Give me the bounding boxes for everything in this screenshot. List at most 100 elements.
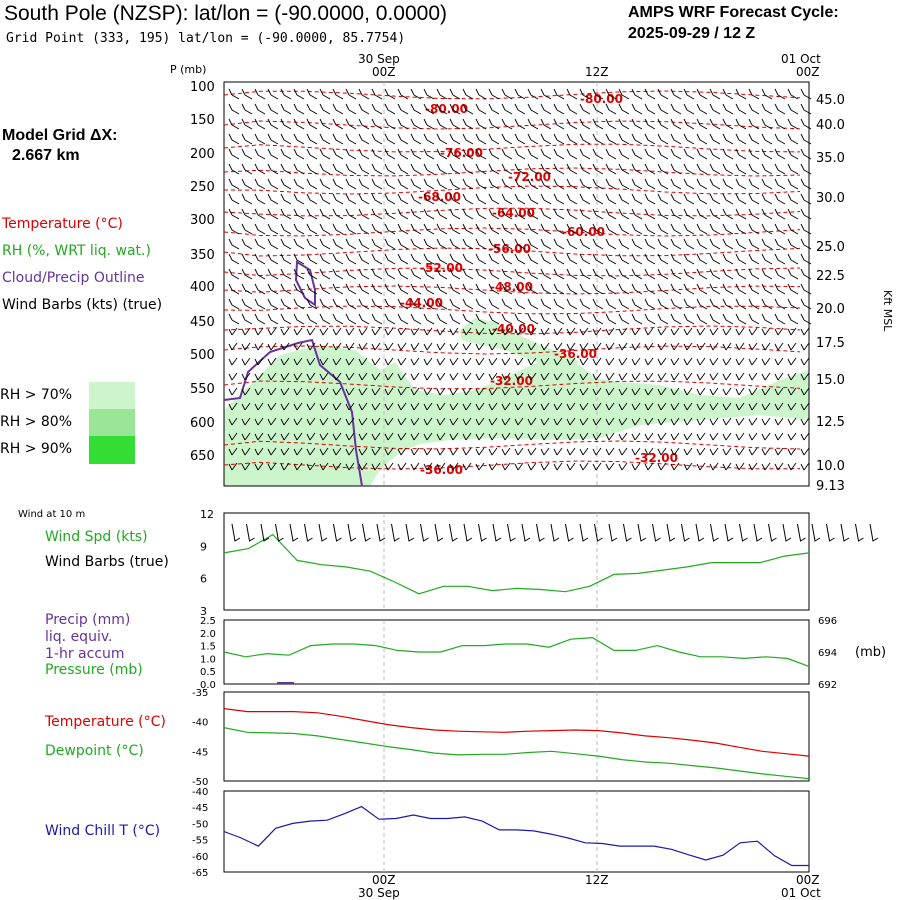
wind-barb — [722, 357, 732, 366]
wind-barb — [293, 462, 303, 471]
wind-barb — [488, 223, 500, 235]
surface-wind-barb — [855, 523, 864, 542]
wind-barb — [319, 387, 329, 396]
wind-barb — [566, 283, 578, 295]
wind-barb — [761, 327, 771, 336]
wind-barb — [475, 402, 485, 411]
legend-rh70-label: RH > 70% — [0, 387, 73, 403]
top-tick: 00Z — [372, 65, 396, 79]
wind-barb — [345, 178, 357, 190]
wind-barb — [267, 118, 279, 130]
wind-barb — [332, 402, 342, 411]
wind-barb — [748, 283, 760, 295]
wind-barb — [254, 163, 266, 175]
wind-barb — [800, 372, 810, 381]
wind-barb — [748, 372, 758, 381]
wind-barb — [306, 372, 316, 381]
wind-barb — [280, 372, 290, 381]
wind-barb — [748, 342, 758, 351]
wind-barb — [332, 327, 342, 336]
wind-barb — [579, 208, 591, 220]
wind-barb — [735, 462, 745, 471]
wind-barb — [280, 447, 290, 456]
wind-barb — [475, 223, 487, 235]
wind-barb — [475, 387, 485, 396]
wind-barb — [358, 163, 370, 175]
wind-barb — [267, 238, 279, 250]
wind-barb — [410, 88, 422, 100]
top-date: 01 Oct — [781, 52, 821, 66]
wind-barb — [410, 253, 422, 265]
wind-barb — [761, 447, 771, 456]
wind-barb — [384, 447, 394, 456]
wind-barb — [449, 103, 461, 115]
wind-barb — [631, 193, 643, 205]
wind-barb — [462, 268, 474, 280]
wind-barb — [319, 283, 331, 295]
wind-barb — [241, 357, 251, 366]
wind-barb — [592, 387, 602, 396]
wind-barb — [618, 357, 628, 366]
wind-barb — [722, 148, 734, 160]
precip-tick: 2.5 — [200, 616, 216, 627]
wind-barb — [787, 208, 799, 220]
wind-barb — [501, 327, 511, 336]
wind-barb — [657, 238, 669, 250]
wind-barb — [358, 253, 370, 265]
wind-barb — [267, 283, 279, 295]
wind-barb — [527, 238, 539, 250]
wind-barb — [319, 313, 331, 325]
wind-barb — [280, 387, 290, 396]
wind-barb — [475, 313, 487, 325]
wind-barb — [358, 268, 370, 280]
wind-barb — [488, 313, 500, 325]
wind-barb — [228, 253, 240, 265]
wind-barb — [241, 327, 251, 336]
wind-barb — [631, 88, 643, 100]
wind-barb — [241, 193, 253, 205]
wind-barb — [475, 447, 485, 456]
wind-barb — [683, 88, 695, 100]
wind-barb — [410, 133, 422, 145]
wind-barb — [683, 417, 693, 426]
wind-barb — [345, 387, 355, 396]
surface-wind-barb — [652, 523, 661, 542]
wind-barb — [332, 103, 344, 115]
wind-barb — [514, 387, 524, 396]
wind-barb — [397, 327, 407, 336]
wind-barb — [488, 432, 498, 441]
wind-barb — [761, 372, 771, 381]
wind-barb — [410, 178, 422, 190]
wind-barb — [592, 447, 602, 456]
wind-barb — [800, 402, 810, 411]
wind-barb — [254, 387, 264, 396]
surface-wind-barb — [521, 523, 531, 542]
wind-barb — [683, 387, 693, 396]
wind-barb — [267, 253, 279, 265]
wind-barb — [293, 178, 305, 190]
wind-barb — [657, 327, 667, 336]
model-grid-value: 2.667 km — [12, 147, 80, 164]
wind-barb — [462, 402, 472, 411]
wind-barb — [488, 208, 500, 220]
wind-barb — [410, 103, 422, 115]
wind-barb — [774, 268, 786, 280]
wind-barb — [358, 223, 370, 235]
wind-barb — [384, 298, 396, 310]
forecast-cycle-value: 2025-09-29 / 12 Z — [628, 25, 756, 42]
wind-barb — [488, 253, 500, 265]
wind-barb — [332, 313, 344, 325]
wind-barb — [774, 298, 786, 310]
wind-barb — [592, 148, 604, 160]
wind-barb — [787, 88, 799, 100]
wind-barb — [800, 327, 810, 336]
wind-barb — [566, 178, 578, 190]
wind-barb — [787, 133, 799, 145]
wind-barb — [618, 178, 630, 190]
wind-barb — [722, 402, 732, 411]
wind-barb — [748, 417, 758, 426]
wind-barb — [657, 432, 667, 441]
wind-barb — [631, 298, 643, 310]
wind-barb — [267, 313, 279, 325]
wind-barb — [449, 447, 459, 456]
